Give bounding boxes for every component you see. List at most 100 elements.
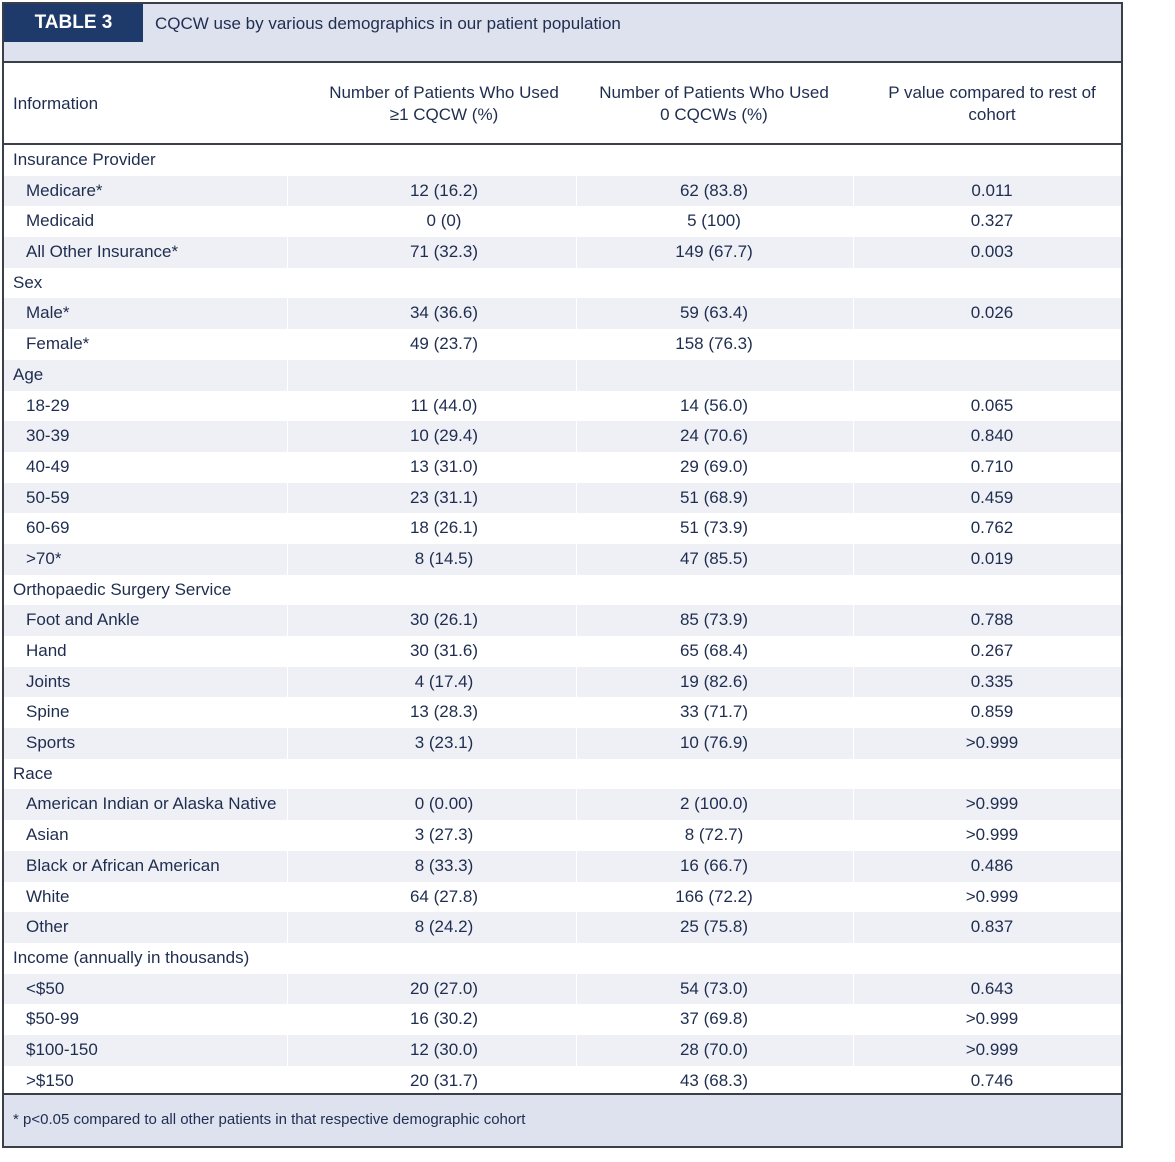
row-label: $50-99 [26, 1009, 79, 1029]
cell-used-zero: 28 (70.0) [679, 1039, 749, 1059]
row-label: All Other Insurance* [26, 242, 179, 262]
table-title-bar: TABLE 3 CQCW use by various demographics… [4, 4, 1121, 63]
cell-p-value: 0.746 [970, 1070, 1014, 1090]
cell-used-zero: 14 (56.0) [679, 395, 749, 415]
group-header-row: Income (annually in thousands) [4, 943, 1121, 974]
table-row: Female* 49 (23.7) 158 (76.3) [4, 329, 1121, 360]
table-body: Insurance Provider Medicare* 12 (16.2) 62 (… [4, 145, 1121, 1096]
cell-used-zero: 85 (73.9) [679, 610, 749, 630]
table-row: 30-39 10 (29.4) 24 (70.6) 0.840 [4, 421, 1121, 452]
table-row: Spine 13 (28.3) 33 (71.7) 0.859 [4, 697, 1121, 728]
row-label: 40-49 [26, 456, 70, 476]
group-header-row: Insurance Provider [4, 145, 1121, 176]
cell-p-value: >0.999 [965, 825, 1019, 845]
cell-used-zero: 24 (70.6) [679, 426, 749, 446]
cell-used-zero: 149 (67.7) [675, 242, 753, 262]
cell-used-zero: 54 (73.0) [679, 978, 749, 998]
row-label: Spine [26, 702, 70, 722]
cell-used-zero: 29 (69.0) [679, 456, 749, 476]
table-row: White 64 (27.8) 166 (72.2) >0.999 [4, 882, 1121, 913]
table-row: Other 8 (24.2) 25 (75.8) 0.837 [4, 912, 1121, 943]
row-label: White [26, 886, 70, 906]
cell-used-one-or-more: 8 (24.2) [414, 917, 474, 937]
cell-p-value: >0.999 [965, 1009, 1019, 1029]
table-row: Sports 3 (23.1) 10 (76.9) >0.999 [4, 728, 1121, 759]
cell-p-value: 0.267 [970, 641, 1014, 660]
row-label: $100-150 [26, 1039, 98, 1059]
cell-used-zero: 16 (66.7) [679, 855, 749, 875]
table-row: 60-69 18 (26.1) 51 (73.9) 0.762 [4, 513, 1121, 544]
table-footnote: * p<0.05 compared to all other patients … [4, 1093, 1121, 1146]
row-label: >$150 [26, 1070, 74, 1090]
cell-p-value: >0.999 [965, 1039, 1019, 1059]
cell-used-one-or-more: 34 (36.6) [409, 303, 479, 323]
cell-used-one-or-more: 8 (33.3) [414, 855, 474, 875]
cell-p-value: 0.327 [970, 211, 1014, 231]
table-row: Black or African American 8 (33.3) 16 (66.… [4, 850, 1121, 882]
group-header-row: Race [4, 759, 1121, 790]
table-row: All Other Insurance* 71 (32.3) 149 (67.7) 0… [4, 237, 1121, 268]
group-label: Sex [13, 272, 43, 292]
cell-used-zero: 47 (85.5) [679, 548, 749, 568]
group-label: Age [13, 364, 44, 384]
cell-p-value: 0.643 [970, 978, 1014, 998]
header-unused-line-2: 0 CQCWs (%) [660, 105, 768, 124]
row-label: American Indian or Alaska Native [26, 794, 277, 814]
cell-p-value: >0.999 [965, 886, 1019, 906]
cell-used-zero: 10 (76.9) [679, 733, 749, 753]
table-row: Joints 4 (17.4) 19 (82.6) 0.335 [4, 666, 1121, 698]
group-label: Race [13, 763, 53, 783]
cell-used-zero: 51 (73.9) [679, 518, 749, 538]
cell-p-value: 0.710 [970, 456, 1014, 476]
row-label: Medicaid [26, 211, 95, 231]
column-divider [853, 145, 854, 1097]
cell-used-zero: 166 (72.2) [675, 886, 753, 906]
cell-used-one-or-more: 64 (27.8) [409, 886, 479, 906]
cell-used-one-or-more: 13 (28.3) [409, 702, 479, 722]
table-row: Medicaid 0 (0) 5 (100) 0.327 [4, 206, 1121, 237]
cell-used-zero: 19 (82.6) [679, 671, 749, 691]
cell-used-one-or-more: 3 (23.1) [414, 733, 474, 753]
cell-used-zero: 25 (75.8) [679, 917, 749, 937]
header-p-value: P value compared to rest of cohort [852, 82, 1132, 126]
table-row: Asian 3 (27.3) 8 (72.7) >0.999 [4, 820, 1121, 851]
cell-used-one-or-more: 3 (27.3) [414, 825, 474, 845]
cell-used-one-or-more: 8 (14.5) [414, 548, 474, 568]
cell-used-zero: 59 (63.4) [679, 303, 749, 323]
column-divider [576, 145, 577, 1097]
table-row: 50-59 23 (31.1) 51 (68.9) 0.459 [4, 482, 1121, 514]
cell-p-value: 0.859 [970, 702, 1014, 722]
row-label: Other [26, 917, 69, 937]
row-label: 30-39 [26, 426, 70, 446]
cell-used-one-or-more: 0 (0) [426, 211, 462, 231]
header-information: Information [13, 94, 99, 113]
group-header-row: Age [4, 359, 1121, 391]
cell-used-one-or-more: 20 (31.7) [409, 1070, 479, 1090]
table-row: Male* 34 (36.6) 59 (63.4) 0.026 [4, 298, 1121, 330]
cell-used-one-or-more: 30 (31.6) [409, 641, 479, 660]
table-row: Medicare* 12 (16.2) 62 (83.8) 0.011 [4, 175, 1121, 207]
table-row: 18-29 11 (44.0) 14 (56.0) 0.065 [4, 391, 1121, 422]
cell-used-one-or-more: 0 (0.00) [414, 794, 474, 814]
table-row: >$150 20 (31.7) 43 (68.3) 0.746 [4, 1066, 1121, 1097]
cell-used-one-or-more: 71 (32.3) [409, 242, 479, 262]
header-used-zero: Number of Patients Who Used 0 CQCWs (%) [574, 82, 854, 126]
cell-used-one-or-more: 11 (44.0) [410, 395, 478, 415]
cell-p-value: 0.837 [970, 917, 1014, 937]
table-row: <$50 20 (27.0) 54 (73.0) 0.643 [4, 973, 1121, 1005]
column-divider [287, 145, 288, 1097]
cell-used-one-or-more: 12 (16.2) [409, 180, 479, 200]
row-label: Foot and Ankle [26, 610, 140, 630]
row-label: <$50 [26, 978, 65, 998]
group-label: Insurance Provider [13, 150, 156, 169]
cell-used-zero: 2 (100.0) [679, 794, 749, 814]
cell-used-one-or-more: 49 (23.7) [409, 334, 479, 354]
row-label: Asian [26, 825, 69, 845]
table-row: Hand 30 (31.6) 65 (68.4) 0.267 [4, 636, 1121, 667]
table-row: 40-49 13 (31.0) 29 (69.0) 0.710 [4, 452, 1121, 483]
cell-p-value: 0.335 [970, 671, 1014, 691]
table-caption: CQCW use by various demographics in our … [155, 14, 621, 33]
header-used-one-or-more: Number of Patients Who Used ≥1 CQCW (%) [304, 82, 584, 126]
row-label: Medicare* [26, 180, 103, 200]
table-row: $50-99 16 (30.2) 37 (69.8) >0.999 [4, 1004, 1121, 1035]
